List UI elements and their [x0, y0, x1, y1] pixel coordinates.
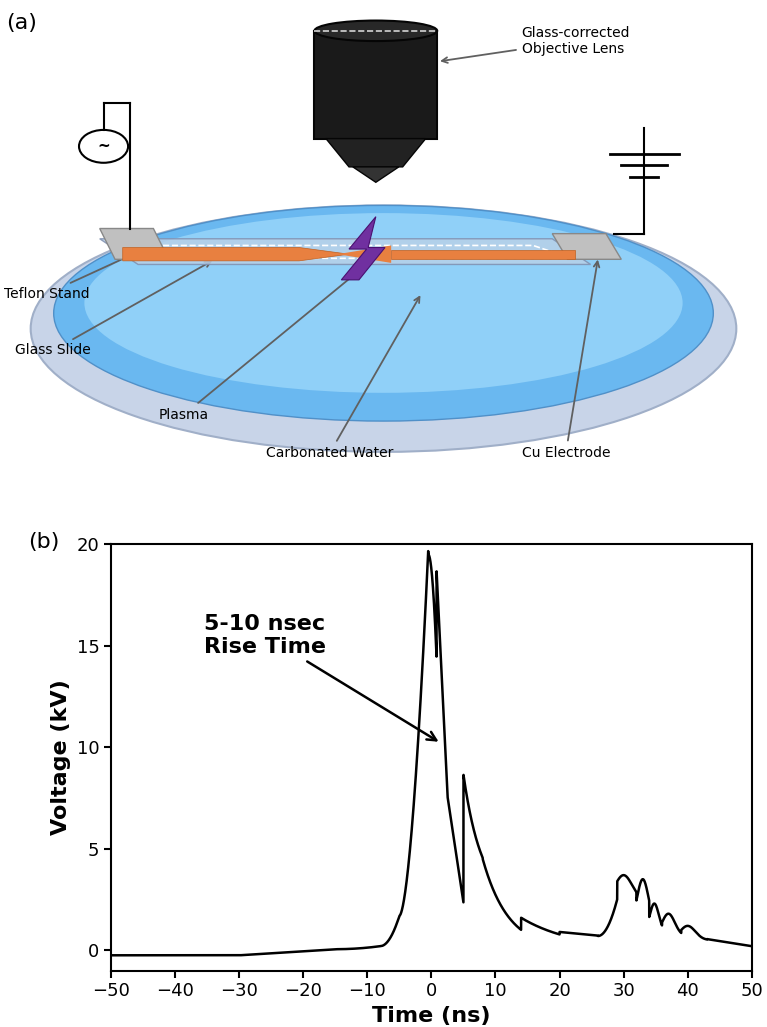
Polygon shape: [552, 233, 621, 259]
Polygon shape: [100, 239, 591, 264]
Text: Cu Electrode: Cu Electrode: [522, 262, 610, 460]
Text: Plasma: Plasma: [159, 272, 357, 421]
Polygon shape: [337, 245, 391, 263]
Text: Glass Slide: Glass Slide: [15, 262, 211, 357]
Y-axis label: Voltage (kV): Voltage (kV): [51, 680, 71, 835]
Text: ~: ~: [97, 139, 110, 154]
Text: (b): (b): [28, 532, 59, 551]
Polygon shape: [100, 228, 169, 259]
Text: Teflon Stand: Teflon Stand: [4, 243, 156, 301]
Polygon shape: [123, 248, 349, 261]
X-axis label: Time (ns): Time (ns): [372, 1005, 491, 1026]
Circle shape: [79, 129, 128, 163]
Text: (a): (a): [6, 12, 37, 33]
Text: Glass-corrected
Objective Lens: Glass-corrected Objective Lens: [442, 26, 630, 63]
Ellipse shape: [314, 21, 437, 41]
FancyBboxPatch shape: [314, 31, 437, 139]
Polygon shape: [353, 166, 399, 183]
Ellipse shape: [54, 205, 713, 421]
Ellipse shape: [31, 205, 736, 452]
Polygon shape: [341, 217, 385, 280]
Polygon shape: [391, 250, 575, 259]
Text: Carbonated Water: Carbonated Water: [266, 297, 420, 460]
Ellipse shape: [84, 214, 683, 392]
Polygon shape: [326, 139, 426, 166]
Text: 5-10 nsec
Rise Time: 5-10 nsec Rise Time: [204, 614, 436, 740]
